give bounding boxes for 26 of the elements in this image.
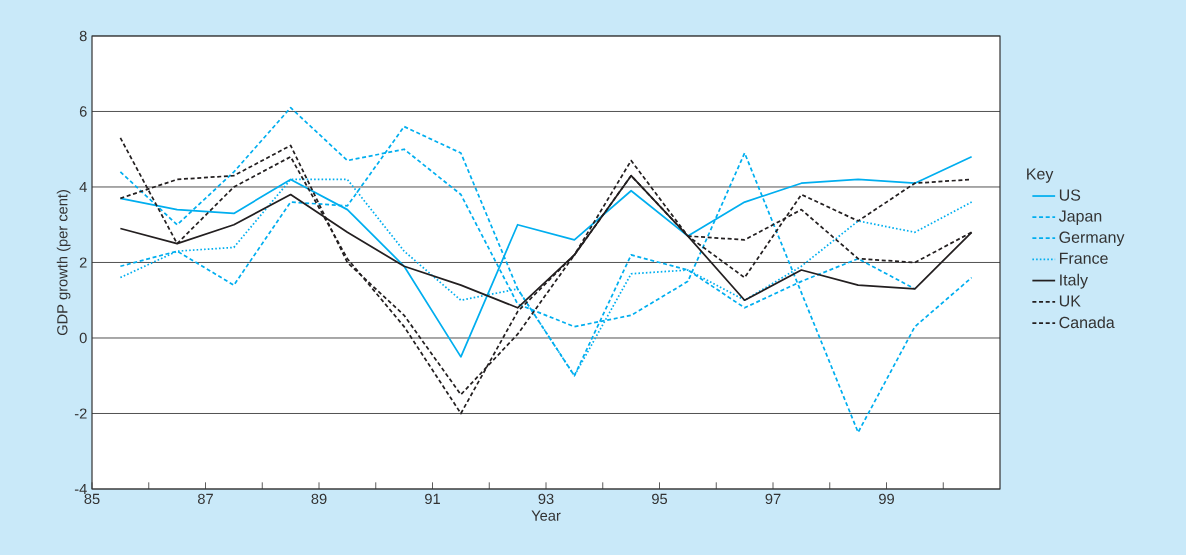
x-tick-label: 99 <box>879 493 894 505</box>
legend-label: Canada <box>1059 316 1115 329</box>
y-tick-label: 0 <box>79 332 87 344</box>
x-tick-label: 93 <box>538 493 554 505</box>
y-tick-label: 2 <box>79 257 87 268</box>
y-axis-title: GDP growth (per cent) <box>56 190 71 336</box>
y-tick-label: 4 <box>79 181 87 193</box>
y-tick-label: -2 <box>74 408 87 419</box>
x-axis-title: Year <box>531 510 561 521</box>
y-tick-label: 8 <box>79 30 87 42</box>
line-series <box>119 106 973 434</box>
x-tick-label: 97 <box>765 493 781 505</box>
legend-label: US <box>1059 189 1081 201</box>
legend-label: Germany <box>1059 231 1125 247</box>
legend-label: Japan <box>1058 210 1102 225</box>
x-tick-label: 85 <box>84 493 100 505</box>
legend-label: France <box>1059 252 1108 264</box>
legend-label: Italy <box>1060 273 1088 289</box>
x-tick-label: 95 <box>652 493 668 505</box>
legend-label: UK <box>1059 295 1081 307</box>
x-tick-label: 91 <box>425 493 440 505</box>
x-tick-label: 87 <box>197 493 213 505</box>
y-tick-label: 6 <box>79 106 87 117</box>
legend-title: Key <box>1027 168 1054 183</box>
x-tick-label: 89 <box>311 493 327 505</box>
y-tick-label: -4 <box>74 483 87 495</box>
